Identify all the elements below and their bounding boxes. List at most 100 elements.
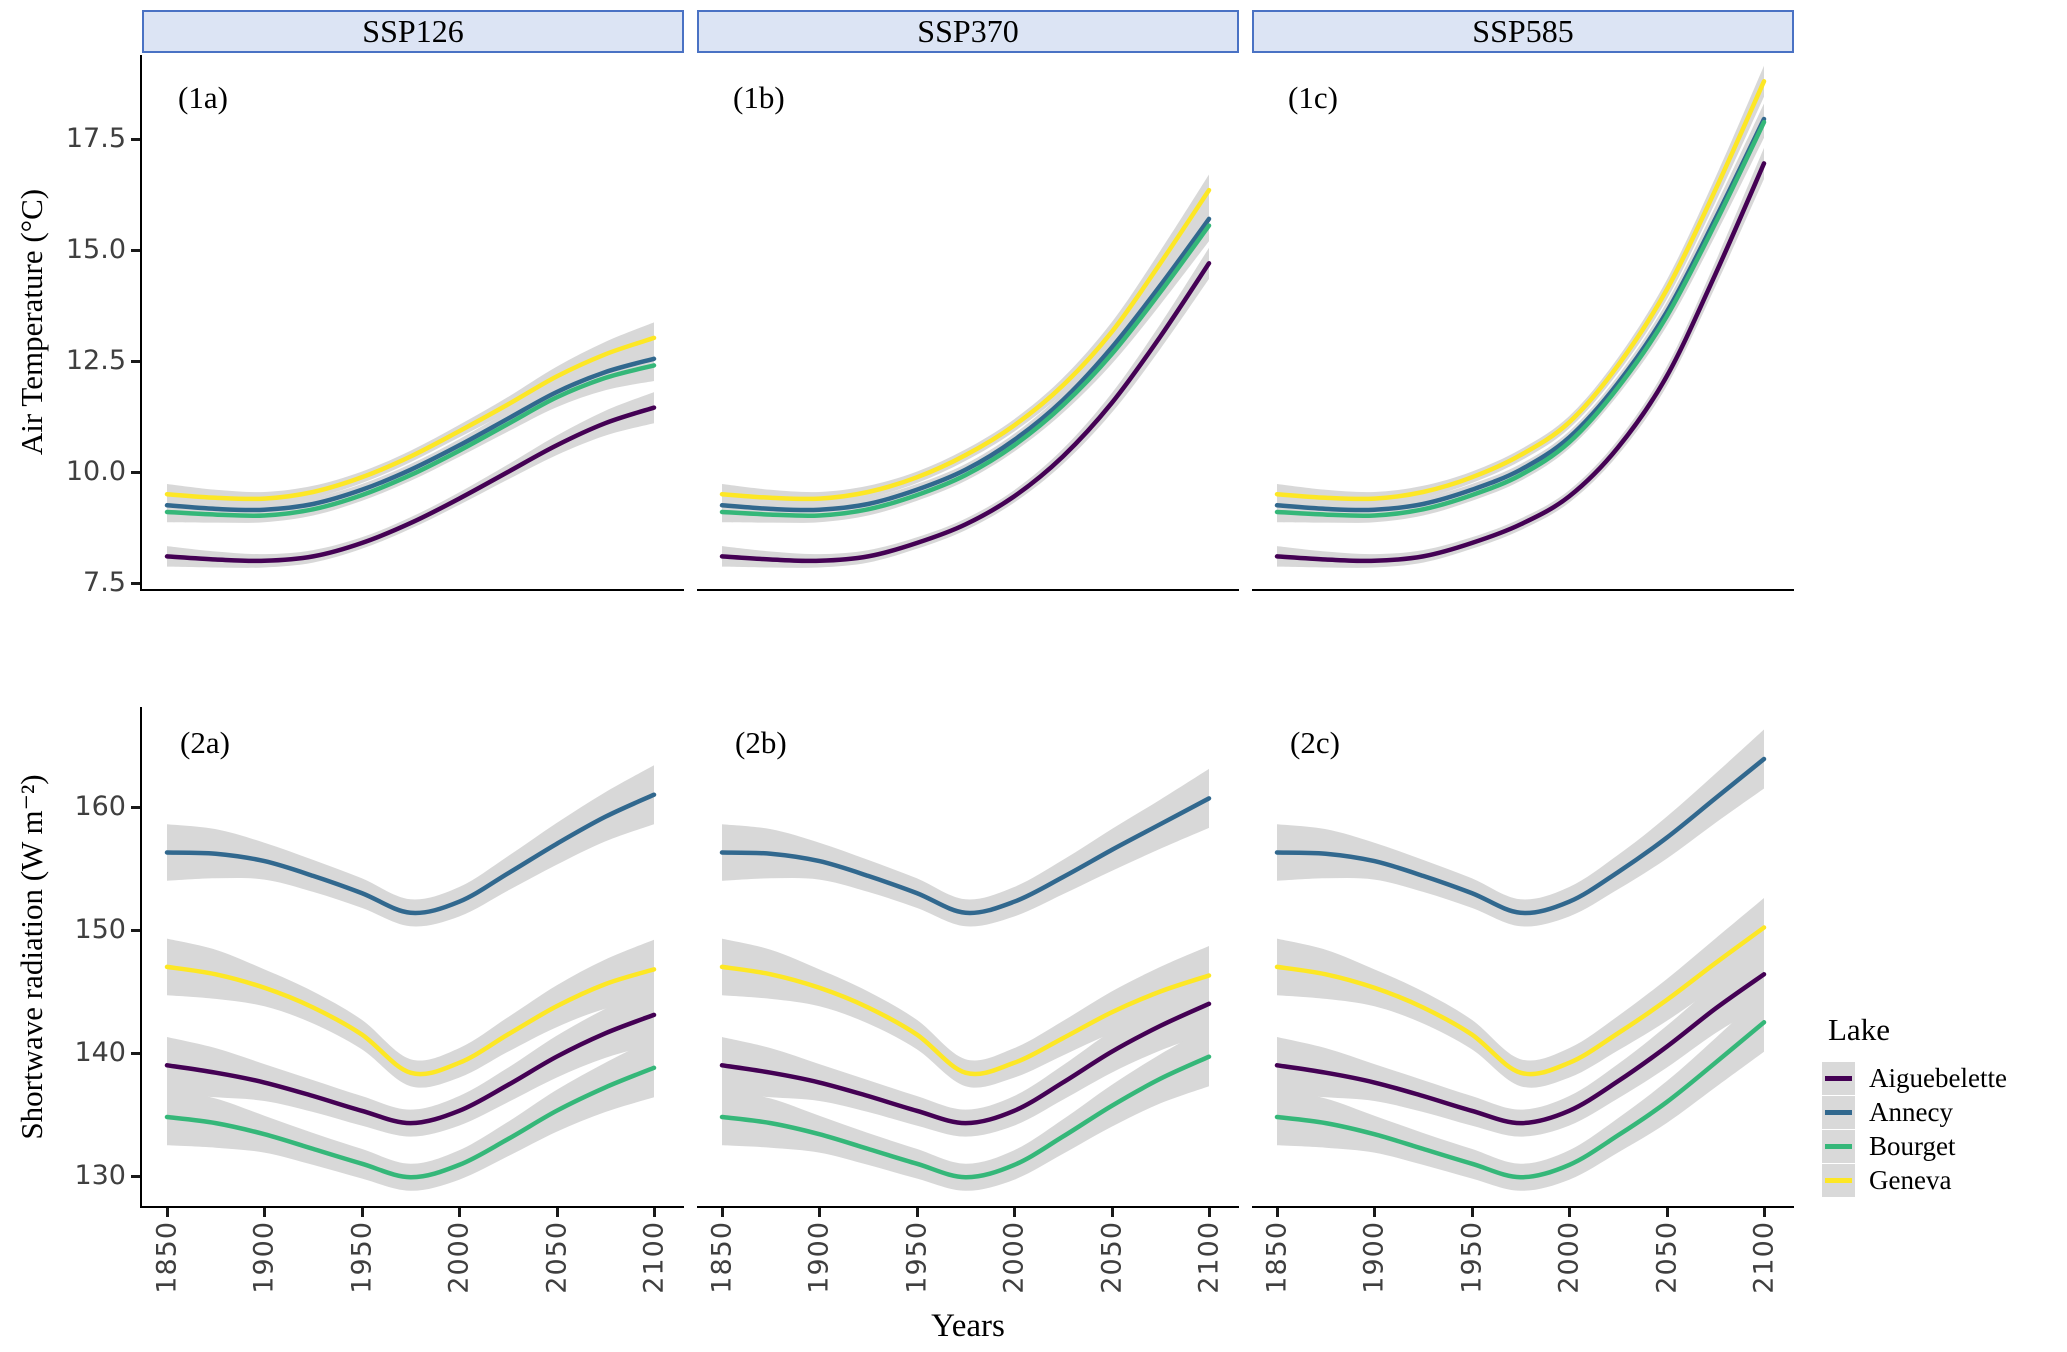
- trend-line-geneva-2a: [164, 964, 657, 1077]
- y-tick-mark: [131, 249, 140, 252]
- trend-line-geneva-2b: [719, 964, 1212, 1077]
- x-tick-label: 2000: [443, 1221, 475, 1294]
- trend-line-geneva-2c: [1274, 925, 1767, 1077]
- panel-1b-plot: [719, 174, 1212, 568]
- x-axis-line-row1-panel1: [142, 589, 684, 591]
- legend-entry-annecy: Annecy: [1822, 1096, 2007, 1129]
- x-axis-line-row2-panel2: [697, 1206, 1239, 1208]
- legend-key-geneva: [1822, 1164, 1855, 1197]
- legend-entry-bourget: Bourget: [1822, 1130, 2007, 1163]
- trend-line-annecy-1a: [164, 356, 657, 513]
- panel-2a-plot: [164, 765, 657, 1191]
- ci-ribbon-aiguebelette-2a: [167, 985, 654, 1137]
- y-tick-label: 12.5: [65, 345, 126, 376]
- x-tick-label: 1850: [151, 1221, 183, 1294]
- strip-ssp126: SSP126: [142, 10, 684, 53]
- x-tick-label: 2000: [998, 1221, 1030, 1294]
- x-tick-mark: [1373, 1208, 1377, 1217]
- ci-ribbon-geneva-1c: [1277, 65, 1764, 507]
- x-tick-label: 2100: [1748, 1221, 1780, 1294]
- y-tick-mark: [131, 806, 140, 809]
- y-axis-line-row1: [140, 55, 142, 591]
- x-tick-mark: [1665, 1208, 1669, 1217]
- legend-label-annecy: Annecy: [1869, 1097, 1953, 1127]
- y-tick-label: 140: [74, 1037, 126, 1068]
- legend-lake: Lake Aiguebelette Annecy Bourget Geneva: [1822, 1012, 2007, 1198]
- x-tick-label: 2050: [1096, 1221, 1128, 1294]
- x-tick-label: 1950: [1456, 1221, 1488, 1294]
- panel-tag-1a: (1a): [178, 80, 228, 115]
- legend-key-aiguebelette: [1822, 1062, 1855, 1095]
- x-tick-mark: [458, 1208, 462, 1217]
- ci-ribbon-annecy-2b: [722, 768, 1209, 927]
- x-tick-label: 2050: [1651, 1221, 1683, 1294]
- legend-key-line-icon: [1825, 1144, 1852, 1149]
- panel-1c-plot: [1274, 65, 1767, 568]
- x-axis-title-years: Years: [931, 1308, 1005, 1344]
- y-tick-label: 160: [74, 791, 126, 822]
- trend-line-annecy-1b: [719, 216, 1212, 513]
- ci-ribbon-bourget-2a: [167, 1038, 654, 1191]
- legend-key-line-icon: [1825, 1076, 1852, 1081]
- ci-ribbon-geneva-2a: [167, 938, 654, 1088]
- y-tick-label: 10.0: [65, 456, 126, 487]
- y-tick-mark: [131, 582, 140, 585]
- legend-label-bourget: Bourget: [1869, 1131, 1956, 1161]
- panel-tag-2b: (2b): [735, 725, 787, 760]
- trend-line-aiguebelette-2b: [719, 1001, 1212, 1126]
- x-tick-label: 1850: [706, 1221, 738, 1294]
- x-tick-mark: [818, 1208, 822, 1217]
- y-axis-title-shortwave-radiation: Shortwave radiation (W m⁻²): [14, 774, 49, 1140]
- x-axis-line-row2-panel1: [142, 1206, 684, 1208]
- trend-line-aiguebelette-1b: [719, 261, 1212, 564]
- legend-label-aiguebelette: Aiguebelette: [1869, 1063, 2007, 1093]
- ci-ribbon-annecy-2c: [1277, 729, 1764, 927]
- trend-line-aiguebelette-1a: [164, 405, 657, 564]
- x-tick-mark: [915, 1208, 919, 1217]
- y-tick-mark: [131, 1052, 140, 1055]
- x-tick-mark: [1110, 1208, 1114, 1217]
- trend-line-annecy-2c: [1274, 756, 1767, 916]
- x-tick-mark: [555, 1208, 559, 1217]
- x-tick-mark: [1276, 1208, 1279, 1217]
- panel-1a-plot: [164, 322, 657, 568]
- x-axis-line-row1-panel2: [697, 589, 1239, 591]
- trend-line-geneva-1c: [1274, 79, 1767, 502]
- strip-ssp585: SSP585: [1252, 10, 1794, 53]
- ci-ribbon-bourget-2b: [722, 1027, 1209, 1191]
- panel-2c-plot: [1274, 729, 1767, 1191]
- ci-ribbon-geneva-2c: [1277, 898, 1764, 1088]
- x-tick-mark: [1763, 1208, 1766, 1217]
- y-tick-mark: [131, 360, 140, 363]
- trend-line-bourget-1a: [164, 363, 657, 519]
- y-tick-label: 15.0: [65, 234, 126, 265]
- legend-label-geneva: Geneva: [1869, 1165, 1952, 1195]
- y-axis-line-row2: [140, 707, 142, 1208]
- ci-ribbon-bourget-1a: [167, 349, 654, 523]
- trend-line-bourget-1b: [719, 223, 1212, 519]
- y-axis-title-air-temperature: Air Temperature (°C): [14, 188, 49, 456]
- legend-entry-geneva: Geneva: [1822, 1164, 2007, 1197]
- panel-tag-1c: (1c): [1288, 80, 1338, 115]
- trend-line-geneva-1b: [719, 187, 1212, 502]
- panel-2b-plot: [719, 768, 1212, 1191]
- legend-key-annecy: [1822, 1096, 1855, 1129]
- ci-ribbon-annecy-2a: [167, 765, 654, 927]
- trend-line-bourget-2b: [719, 1054, 1212, 1180]
- panel-tag-2c: (2c): [1290, 725, 1340, 760]
- x-tick-label: 2100: [638, 1221, 670, 1294]
- x-tick-mark: [1568, 1208, 1572, 1217]
- ci-ribbon-aiguebelette-1b: [722, 247, 1209, 568]
- x-tick-mark: [1470, 1208, 1474, 1217]
- y-tick-label: 17.5: [65, 123, 126, 154]
- x-tick-mark: [1208, 1208, 1211, 1217]
- strip-ssp370: SSP370: [697, 10, 1239, 53]
- x-tick-label: 2100: [1193, 1221, 1225, 1294]
- legend-key-bourget: [1822, 1130, 1855, 1163]
- x-tick-mark: [166, 1208, 169, 1217]
- y-tick-label: 7.5: [83, 567, 126, 598]
- x-tick-label: 1900: [1358, 1221, 1390, 1294]
- y-tick-mark: [131, 471, 140, 474]
- x-tick-label: 2050: [541, 1221, 573, 1294]
- trend-line-annecy-2a: [164, 792, 657, 916]
